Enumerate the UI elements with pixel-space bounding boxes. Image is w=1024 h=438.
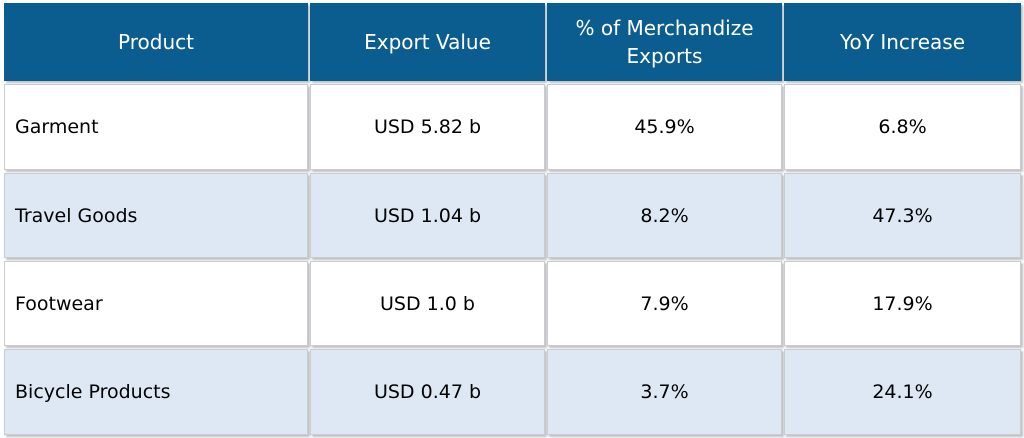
table-cell-export-value: USD 1.04 b <box>310 173 545 258</box>
table-cell-yoy-increase: 47.3% <box>784 173 1021 258</box>
table-cell-product: Footwear <box>4 261 308 346</box>
table-cell-yoy-increase: 24.1% <box>784 349 1021 435</box>
table-cell-product: Garment <box>4 84 308 170</box>
table-cell-product: Bicycle Products <box>4 349 308 435</box>
table-cell-export-value: USD 0.47 b <box>310 349 545 435</box>
table-cell-percent-exports: 45.9% <box>547 84 782 170</box>
column-header-yoy-increase: YoY Increase <box>784 3 1021 81</box>
table-cell-product: Travel Goods <box>4 173 308 258</box>
column-header-product: Product <box>4 3 308 81</box>
table-cell-percent-exports: 3.7% <box>547 349 782 435</box>
table-cell-export-value: USD 1.0 b <box>310 261 545 346</box>
table-cell-percent-exports: 8.2% <box>547 173 782 258</box>
column-header-percent-merchandize-exports: % of Merchandize Exports <box>547 3 782 81</box>
table-cell-yoy-increase: 17.9% <box>784 261 1021 346</box>
export-table: Product Export Value % of Merchandize Ex… <box>4 3 1021 435</box>
table-cell-yoy-increase: 6.8% <box>784 84 1021 170</box>
table-cell-percent-exports: 7.9% <box>547 261 782 346</box>
table-cell-export-value: USD 5.82 b <box>310 84 545 170</box>
column-header-export-value: Export Value <box>310 3 545 81</box>
